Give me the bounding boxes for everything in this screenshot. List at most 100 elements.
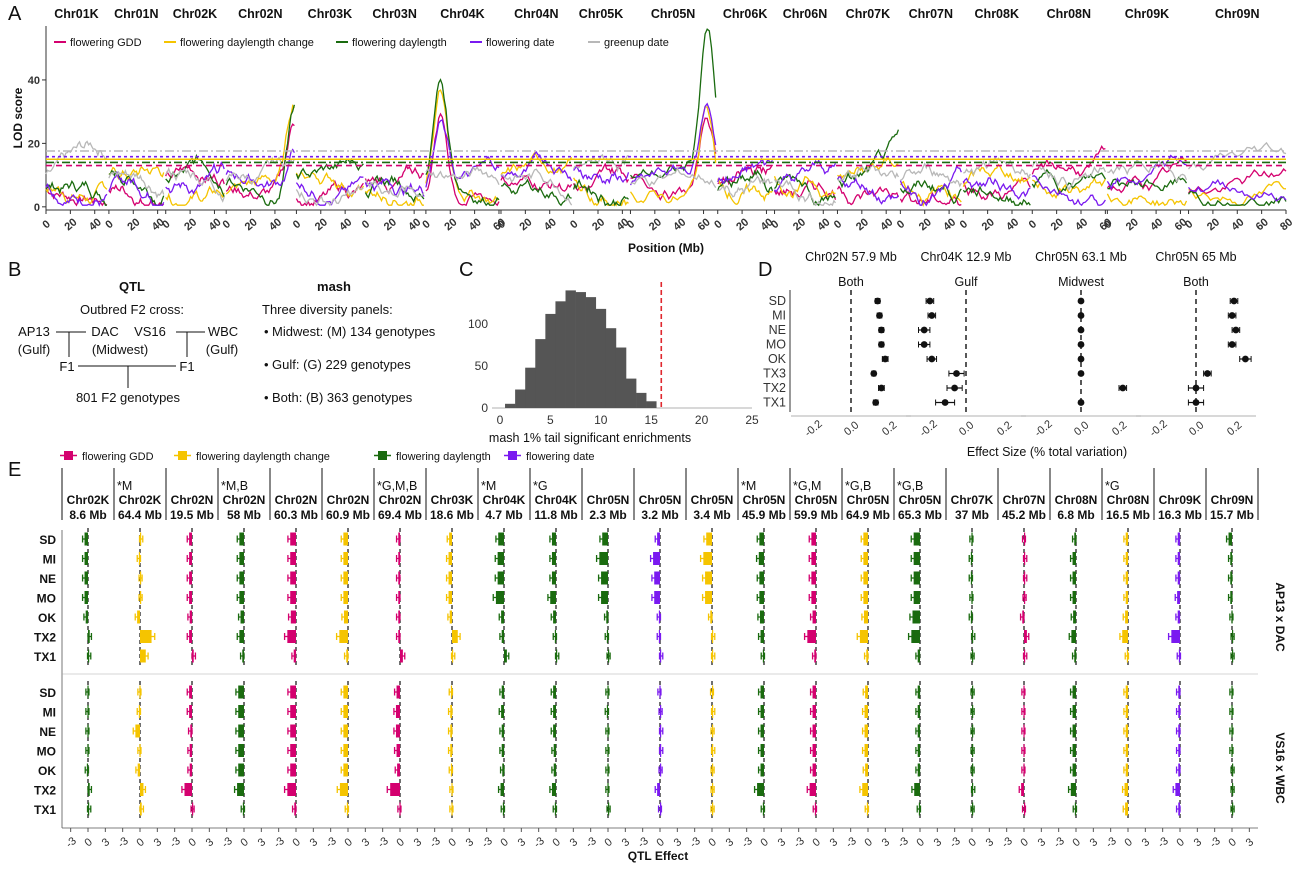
lod-line-flowering-daylength-change-chr09k	[1106, 193, 1188, 207]
lod-line-flowering-date-chr05k	[573, 164, 630, 185]
legend-label-flowering-date: flowering date	[526, 451, 595, 463]
panel-a-xtick-label: 40	[406, 216, 423, 233]
lod-line-flowering-gdd-chr01n	[108, 183, 165, 207]
effect-bar-top-ne	[913, 571, 920, 585]
col-pos-18: 45.2 Mb	[1002, 508, 1046, 522]
col-chr-7: Chr03K	[431, 493, 474, 507]
col-pos-17: 37 Mb	[955, 508, 989, 522]
col-note-14: *G,M	[793, 479, 821, 493]
col-chr-12: Chr05N	[691, 493, 734, 507]
lod-line-greenup-date-chr07n	[900, 162, 962, 188]
row-label-bottom-ok: OK	[38, 764, 56, 778]
row-label-top-ne: NE	[39, 572, 56, 586]
effect-bar-bot-tx2	[184, 783, 192, 796]
panel-e-xtick-label: -3	[324, 835, 339, 850]
col-pos-6: 69.4 Mb	[378, 508, 422, 522]
effect-bar-top-mo	[705, 591, 712, 604]
lod-line-flowering-date-chr03n	[364, 177, 425, 197]
lod-line-greenup-date-chr04k	[425, 165, 500, 186]
effect-bar-top-mo	[913, 591, 920, 604]
origin-ap13: (Gulf)	[18, 342, 51, 357]
effect-point-mo	[1077, 341, 1085, 348]
effect-point-ne	[1232, 326, 1240, 334]
mash-title: mash	[317, 279, 351, 294]
panel-a-xtick-label: 20	[647, 216, 664, 233]
col-pos-14: 59.9 Mb	[794, 508, 838, 522]
effect-point-ne	[878, 326, 885, 334]
col-chr-0: Chr02K	[67, 493, 110, 507]
lod-line-flowering-gdd-chr08n	[1031, 145, 1106, 178]
effect-point-mi	[928, 312, 936, 319]
effect-point-sd	[1077, 297, 1085, 305]
effect-bar-top-mi	[599, 552, 608, 565]
panel-c-ytick-50: 50	[475, 359, 489, 373]
effect-point-mo	[1228, 341, 1236, 348]
panel-e-xlabel: QTL Effect	[628, 849, 688, 863]
chr-label-chr02k: Chr02K	[173, 7, 217, 21]
lod-line-flowering-daylength-chr09k	[1107, 176, 1188, 192]
panel-e-xtick-label: 3	[620, 836, 632, 849]
panel-d-xlabel: Effect Size (% total variation)	[967, 445, 1127, 459]
chr-label-chr04n: Chr04N	[514, 7, 558, 21]
panel-e-xtick-label: 3	[360, 836, 372, 849]
hist-bar	[535, 339, 546, 408]
col-chr-2: Chr02N	[171, 493, 214, 507]
effect-bar-bot-tx2	[237, 783, 244, 796]
panel-a-xtick-label: 40	[87, 216, 104, 233]
panel-a-xtick-label: 40	[1229, 216, 1246, 233]
effect-bar-bot-tx2	[287, 783, 296, 796]
col-pos-22: 15.7 Mb	[1210, 508, 1254, 522]
col-chr-14: Chr05N	[795, 493, 838, 507]
panel-e-xtick-label: -3	[428, 835, 443, 850]
col-chr-16: Chr05N	[899, 493, 942, 507]
panel-e-xtick-label: 3	[100, 836, 112, 849]
col-chr-13: Chr05N	[743, 493, 786, 507]
panel-a-xtick-label: 40	[207, 216, 224, 233]
panel-label-c: C	[459, 259, 473, 281]
effect-point-ok	[1077, 355, 1085, 363]
panel-a-xtick-label: 40	[878, 216, 895, 233]
effect-bar-top-tx2	[859, 630, 868, 643]
col-pos-19: 6.8 Mb	[1057, 508, 1094, 522]
lod-line-flowering-date-chr09k	[1106, 154, 1187, 190]
panel-a-ytick-label-0: 0	[34, 202, 40, 214]
panel-a-xtick-label: 40	[1073, 216, 1090, 233]
cross-title: Outbred F2 cross:	[80, 302, 184, 317]
effect-bar-top-ok	[912, 610, 920, 624]
panel-c-xtick-25: 25	[745, 413, 759, 427]
panel-c-ytick-0: 0	[481, 401, 488, 415]
panel-a-xtick-label: 0	[221, 218, 233, 231]
hist-bar	[545, 313, 556, 408]
lod-line-flowering-gdd-chr01k	[45, 187, 108, 207]
col-chr-22: Chr09N	[1211, 493, 1254, 507]
panel-e-xtick-label: -3	[1104, 835, 1119, 850]
facet-xtick-3: 0.2	[1225, 419, 1244, 438]
col-pos-9: 11.8 Mb	[534, 508, 577, 522]
panel-a-ytick-label-20: 20	[28, 138, 40, 150]
chr-label-chr06n: Chr06N	[783, 7, 827, 21]
lod-line-greenup-date-chr09n	[1188, 141, 1287, 171]
panel-e-xtick-label: 3	[1088, 836, 1100, 849]
panel-e-xtick-label: -3	[844, 835, 859, 850]
hist-bar	[646, 401, 657, 408]
effect-point-ok	[881, 355, 889, 363]
row-label-bottom-mo: MO	[37, 745, 56, 759]
panel-e-xtick-label: -3	[64, 835, 79, 850]
lod-line-flowering-daylength-chr01k	[45, 180, 107, 206]
lod-line-flowering-daylength-chr09n	[1187, 189, 1287, 207]
effect-point-ne	[920, 326, 928, 334]
lod-line-flowering-daylength-chr05k	[572, 178, 629, 207]
panel-e-xtick-label: 0	[758, 836, 770, 849]
effect-point-mi	[1228, 312, 1236, 319]
lod-line-flowering-daylength-chr08k	[962, 185, 1031, 206]
hist-bar	[626, 378, 637, 408]
panel-e-xtick-label: 3	[152, 836, 164, 849]
lod-line-flowering-daylength-chr04n	[500, 178, 572, 207]
lod-line-flowering-gdd-chr09k	[1106, 157, 1187, 194]
row-label-top-tx2: TX2	[34, 631, 56, 645]
effect-bar-bot-tx2	[809, 783, 816, 796]
lod-line-flowering-date-chr01k	[45, 183, 108, 207]
row-label-bottom-tx1: TX1	[34, 803, 56, 817]
row-label-top-ok: OK	[38, 611, 56, 625]
panel-e-xtick-label: -3	[1000, 835, 1015, 850]
